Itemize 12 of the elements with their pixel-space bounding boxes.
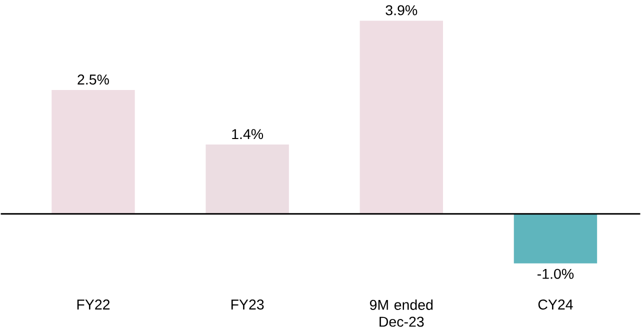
x-tick-label: FY23 bbox=[231, 300, 264, 310]
bar bbox=[52, 90, 135, 214]
data-label: 3.9% bbox=[386, 5, 418, 16]
x-tick-label: CY24 bbox=[538, 300, 573, 310]
bar bbox=[360, 20, 443, 214]
bar bbox=[206, 144, 289, 214]
bar bbox=[514, 214, 598, 264]
data-label: -1.0% bbox=[537, 269, 574, 280]
data-label: 2.5% bbox=[78, 74, 109, 85]
x-tick-label: 9M ended Dec-23 bbox=[370, 300, 433, 328]
data-label: 1.4% bbox=[232, 129, 264, 140]
x-tick-label: FY22 bbox=[77, 300, 110, 310]
